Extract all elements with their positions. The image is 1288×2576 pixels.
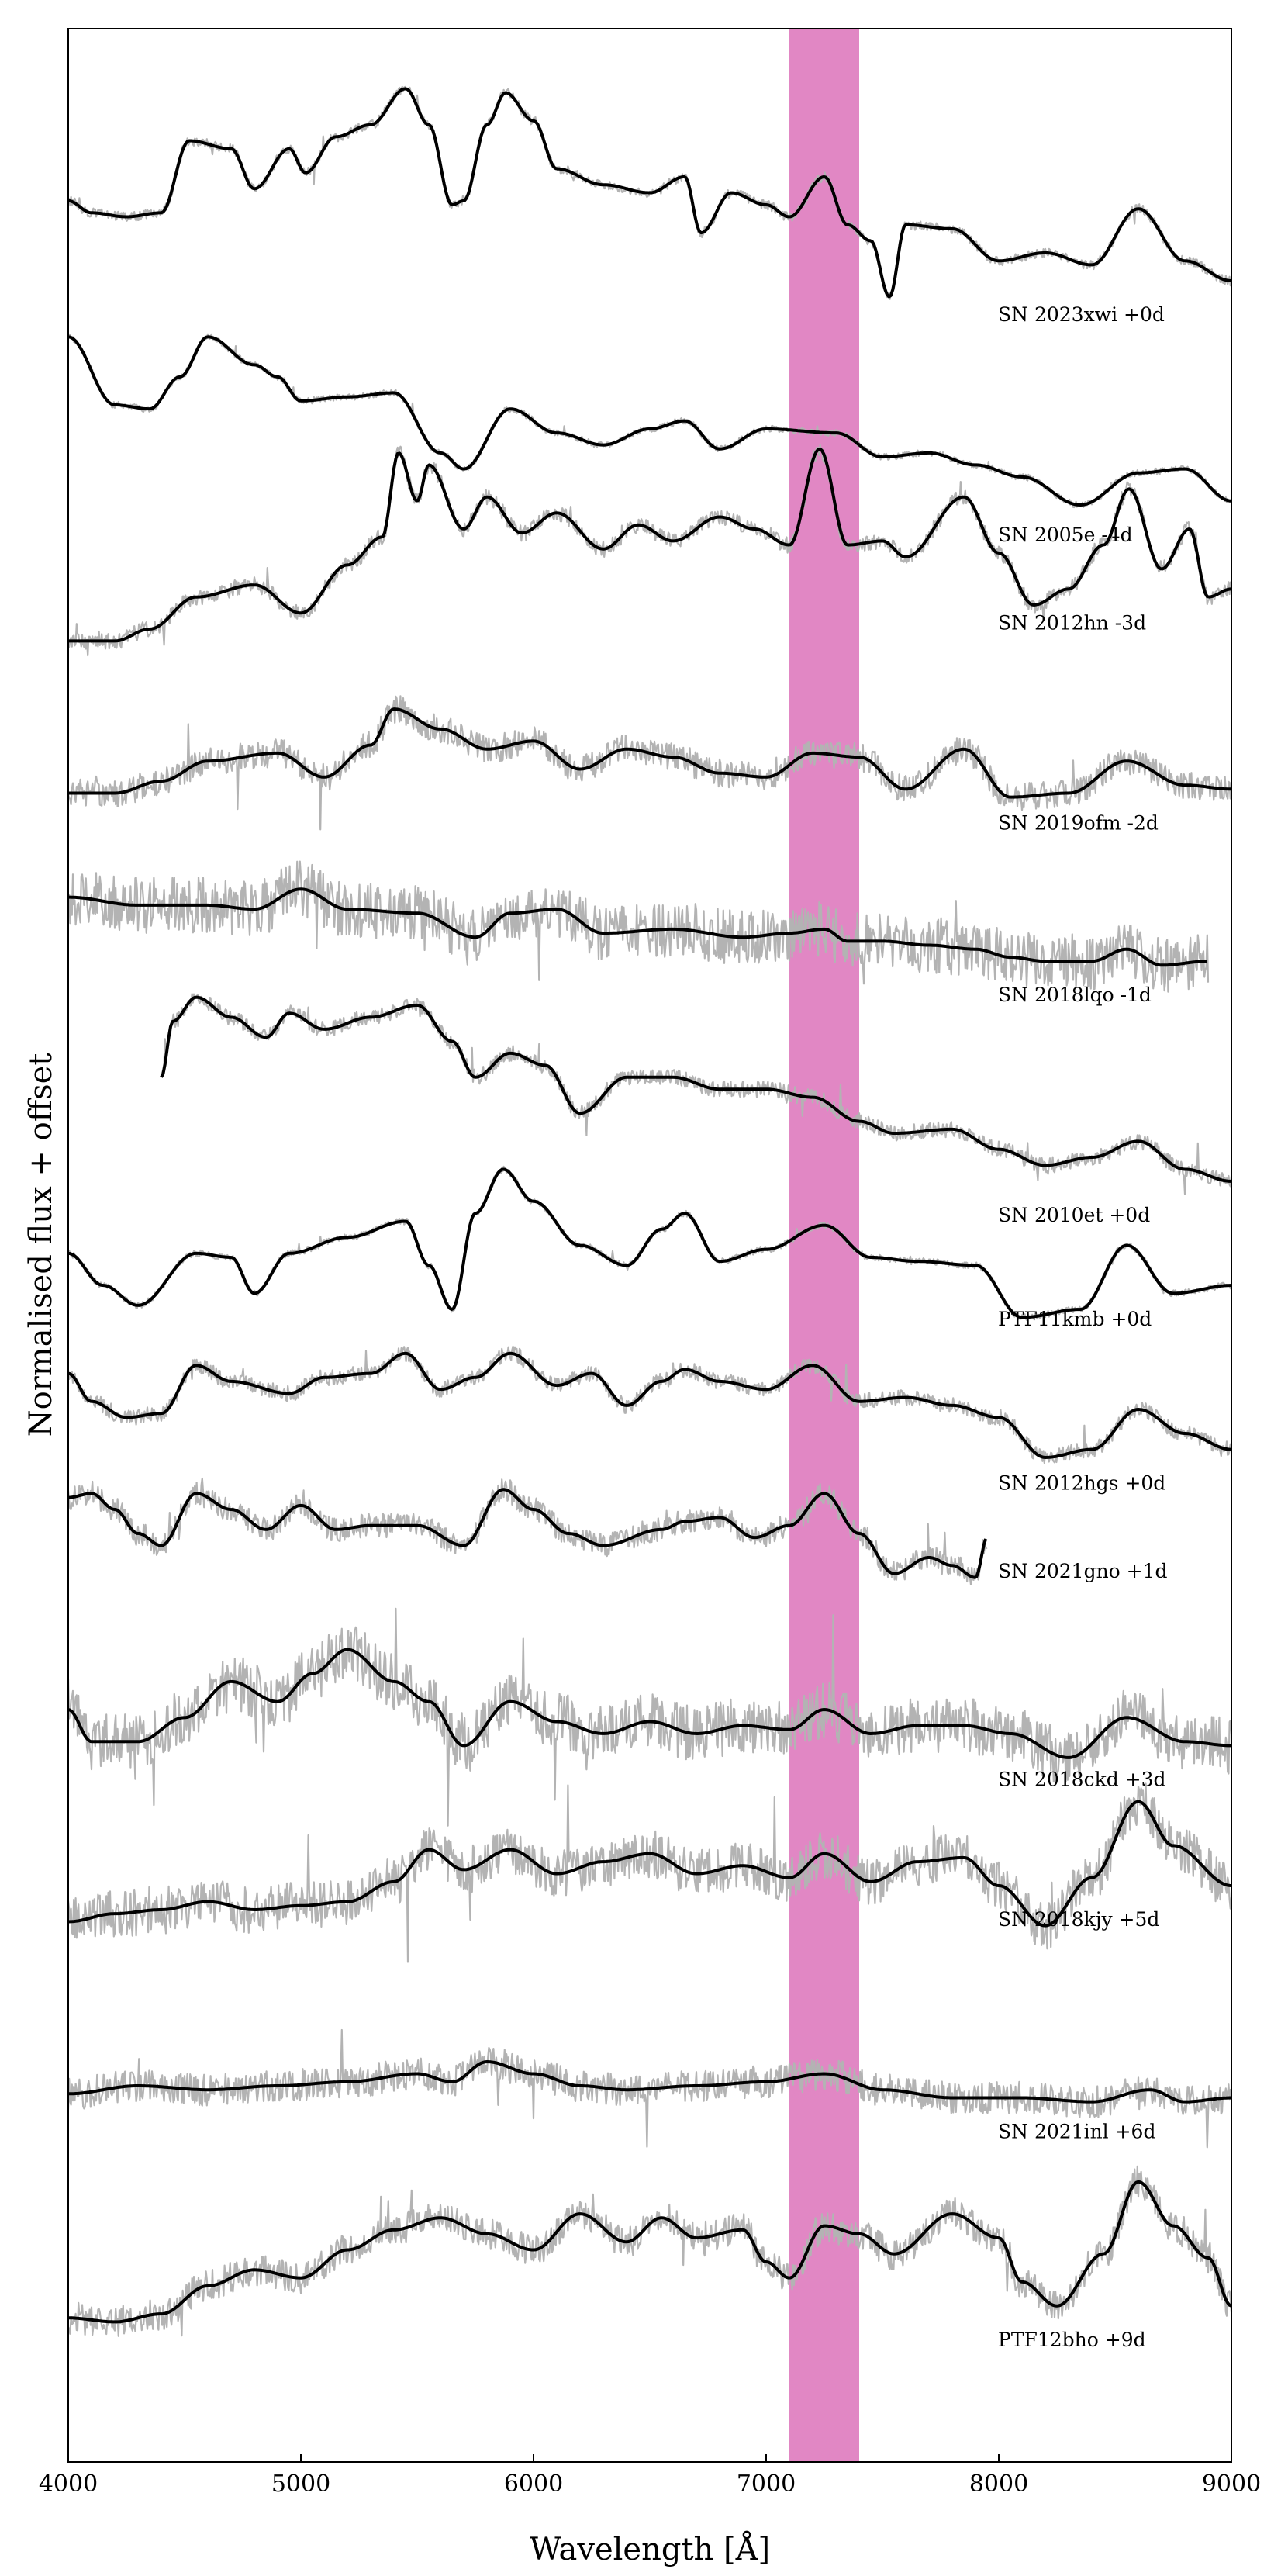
smoothed-spectrum-line [68, 447, 1232, 643]
smoothed-spectrum-line [67, 1488, 988, 1579]
spectrum-label: SN 2021inl +6d [998, 2121, 1155, 2143]
spectrum-label: SN 2018kjy +5d [998, 1908, 1159, 1931]
raw-spectrum-line [67, 2028, 1232, 2149]
spectrum-label: PTF11kmb +0d [998, 1308, 1152, 1330]
spectrum-6: SN 2010et +0d [160, 993, 1233, 1226]
spectrum-8: SN 2012hgs +0d [67, 1345, 1233, 1495]
spectrum-10: SN 2018ckd +3d [67, 1607, 1233, 1827]
spectrum-12: SN 2021inl +6d [67, 2028, 1232, 2149]
x-tick-label: 6000 [504, 2471, 563, 2498]
x-tick-label: 7000 [737, 2471, 796, 2498]
smoothed-spectrum-line [68, 707, 1231, 799]
x-tick-label: 5000 [271, 2471, 330, 2498]
spectrum-9: SN 2021gno +1d [67, 1477, 1168, 1585]
x-tick-label: 4000 [39, 2471, 98, 2498]
raw-spectrum-line [67, 1165, 1233, 1321]
spectra-layer: SN 2023xwi +0d SN 2005e -4d SN 2012hn -3d S… [67, 85, 1233, 2351]
smoothed-spectrum-line [68, 2060, 1231, 2104]
raw-spectrum-line [67, 695, 1232, 831]
spectrum-13: PTF12bho +9d [67, 2165, 1233, 2351]
spectrum-label: SN 2018ckd +3d [998, 1768, 1166, 1790]
spectrum-label: PTF12bho +9d [998, 2329, 1146, 2351]
raw-spectrum-line [67, 1607, 1233, 1827]
spectrum-7: PTF11kmb +0d [67, 1165, 1233, 1330]
raw-spectrum-line [67, 860, 1210, 993]
raw-spectrum-line [67, 444, 1233, 657]
smoothed-spectrum-line [160, 995, 1231, 1183]
raw-spectrum-line [160, 993, 1233, 1195]
raw-spectrum-line [67, 1345, 1233, 1464]
smoothed-spectrum-line [67, 1167, 1231, 1319]
spectrum-label: SN 2018lqo -1d [998, 984, 1152, 1006]
spectrum-11: SN 2018kjy +5d [67, 1782, 1233, 1963]
spectrum-label: SN 2012hn -3d [998, 611, 1146, 634]
spectrum-label: SN 2010et +0d [998, 1204, 1150, 1226]
spectrum-label: SN 2023xwi +0d [998, 303, 1165, 326]
spectrum-label: SN 2021gno +1d [998, 1560, 1168, 1582]
raw-spectrum-line [67, 2165, 1233, 2337]
spectrum-label: SN 2012hgs +0d [998, 1472, 1165, 1495]
smoothed-spectrum-line [68, 887, 1207, 967]
raw-spectrum-line [67, 1477, 988, 1585]
spectrum-4: SN 2019ofm -2d [67, 695, 1232, 834]
plot-frame [67, 28, 1232, 2463]
spectrum-2: SN 2005e -4d [67, 333, 1232, 546]
spectrum-3: SN 2012hn -3d [67, 444, 1233, 657]
spectrum-5: SN 2018lqo -1d [67, 860, 1210, 1006]
raw-spectrum-line [67, 1782, 1233, 1963]
smoothed-spectrum-line [68, 2180, 1232, 2324]
x-tick-label: 9000 [1202, 2471, 1261, 2498]
smoothed-spectrum-line [67, 335, 1232, 507]
smoothed-spectrum-line [67, 1351, 1231, 1459]
x-tick-label: 8000 [969, 2471, 1028, 2498]
spectrum-1: SN 2023xwi +0d [67, 85, 1232, 326]
highlight-band [789, 29, 859, 2462]
spectrum-label: SN 2019ofm -2d [998, 811, 1159, 834]
smoothed-spectrum-line [67, 1648, 1231, 1759]
highlight-band-layer [789, 29, 859, 2462]
smoothed-spectrum-line [67, 87, 1232, 299]
x-axis: 4000 5000 6000 7000 8000 9000 [39, 2454, 1261, 2498]
y-axis-label: Normalised flux + offset [23, 1053, 59, 1437]
smoothed-spectrum-line [67, 1800, 1232, 1928]
x-axis-label: Wavelength [Å] [530, 2531, 770, 2567]
